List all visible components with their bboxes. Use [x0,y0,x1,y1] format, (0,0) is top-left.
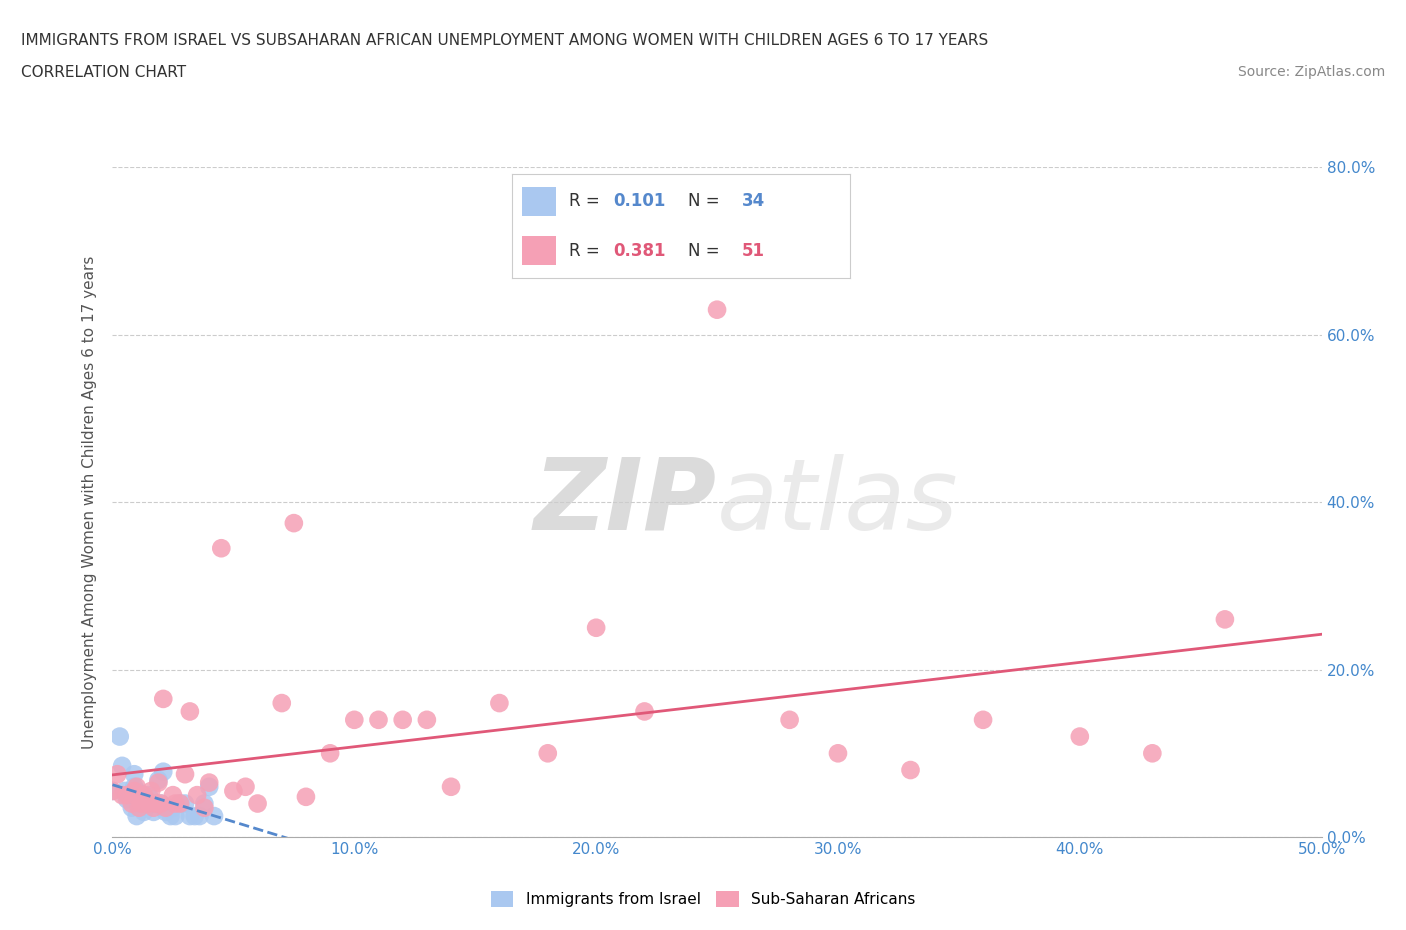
Point [141,796,163,811]
Point [128,792,150,807]
Point [121,796,143,811]
Point [148,773,170,788]
Point [209,541,232,556]
Point [125,809,148,824]
Text: IMMIGRANTS FROM ISRAEL VS SUBSAHARAN AFRICAN UNEMPLOYMENT AMONG WOMEN WITH CHILD: IMMIGRANTS FROM ISRAEL VS SUBSAHARAN AFR… [21,33,988,47]
Text: atlas: atlas [717,454,959,551]
Point [135,792,157,807]
Point [122,783,145,798]
Point [132,804,155,819]
Point [295,790,318,804]
Point [1142,746,1164,761]
Point [115,792,138,807]
Point [169,796,191,811]
Point [169,796,191,811]
Point [155,800,177,815]
Point [1069,729,1091,744]
Point [706,302,728,317]
Point [270,696,292,711]
Point [179,704,201,719]
Point [132,788,155,803]
Point [111,788,134,803]
Point [121,800,143,815]
Point [118,788,141,803]
Point [105,766,128,781]
Point [537,746,560,761]
Point [152,764,174,779]
Point [488,696,510,711]
Point [1213,612,1236,627]
Point [141,783,163,798]
Point [138,788,160,803]
Point [367,712,389,727]
Point [193,796,215,811]
Point [128,800,150,815]
Point [101,783,124,798]
Point [585,620,607,635]
Point [131,796,153,811]
Point [222,783,245,798]
Point [152,692,174,707]
Point [391,712,413,727]
Point [416,712,439,727]
Point [131,788,153,803]
Point [827,746,849,761]
Point [138,796,160,811]
Text: ZIP: ZIP [534,454,717,551]
Point [179,809,201,824]
Point [235,779,257,794]
Point [183,809,205,824]
Point [779,712,801,727]
Point [101,783,124,798]
Point [198,776,221,790]
Point [162,788,184,803]
Text: CORRELATION CHART: CORRELATION CHART [21,65,186,80]
Point [114,783,136,798]
Point [198,779,221,794]
Point [145,796,167,811]
Point [188,809,211,824]
Point [343,712,366,727]
Point [122,766,145,781]
Point [142,804,165,819]
Point [142,800,165,815]
Point [165,809,187,824]
Point [246,796,269,811]
Point [174,796,197,811]
Point [108,729,131,744]
Point [633,704,655,719]
Point [115,788,138,803]
Text: Source: ZipAtlas.com: Source: ZipAtlas.com [1237,65,1385,79]
Point [972,712,994,727]
Point [148,776,170,790]
Point [162,800,184,815]
Legend: Immigrants from Israel, Sub-Saharan Africans: Immigrants from Israel, Sub-Saharan Afri… [485,884,921,913]
Point [283,516,305,531]
Point [125,779,148,794]
Point [155,804,177,819]
Point [165,796,187,811]
Point [193,800,215,815]
Point [174,766,197,781]
Point [122,779,145,794]
Point [440,779,463,794]
Point [125,783,148,798]
Point [900,763,922,777]
Point [159,809,181,824]
Point [111,759,134,774]
Point [319,746,342,761]
Point [202,809,225,824]
Point [149,796,172,811]
Point [145,796,167,811]
Point [149,796,172,811]
Y-axis label: Unemployment Among Women with Children Ages 6 to 17 years: Unemployment Among Women with Children A… [82,256,97,749]
Point [186,788,208,803]
